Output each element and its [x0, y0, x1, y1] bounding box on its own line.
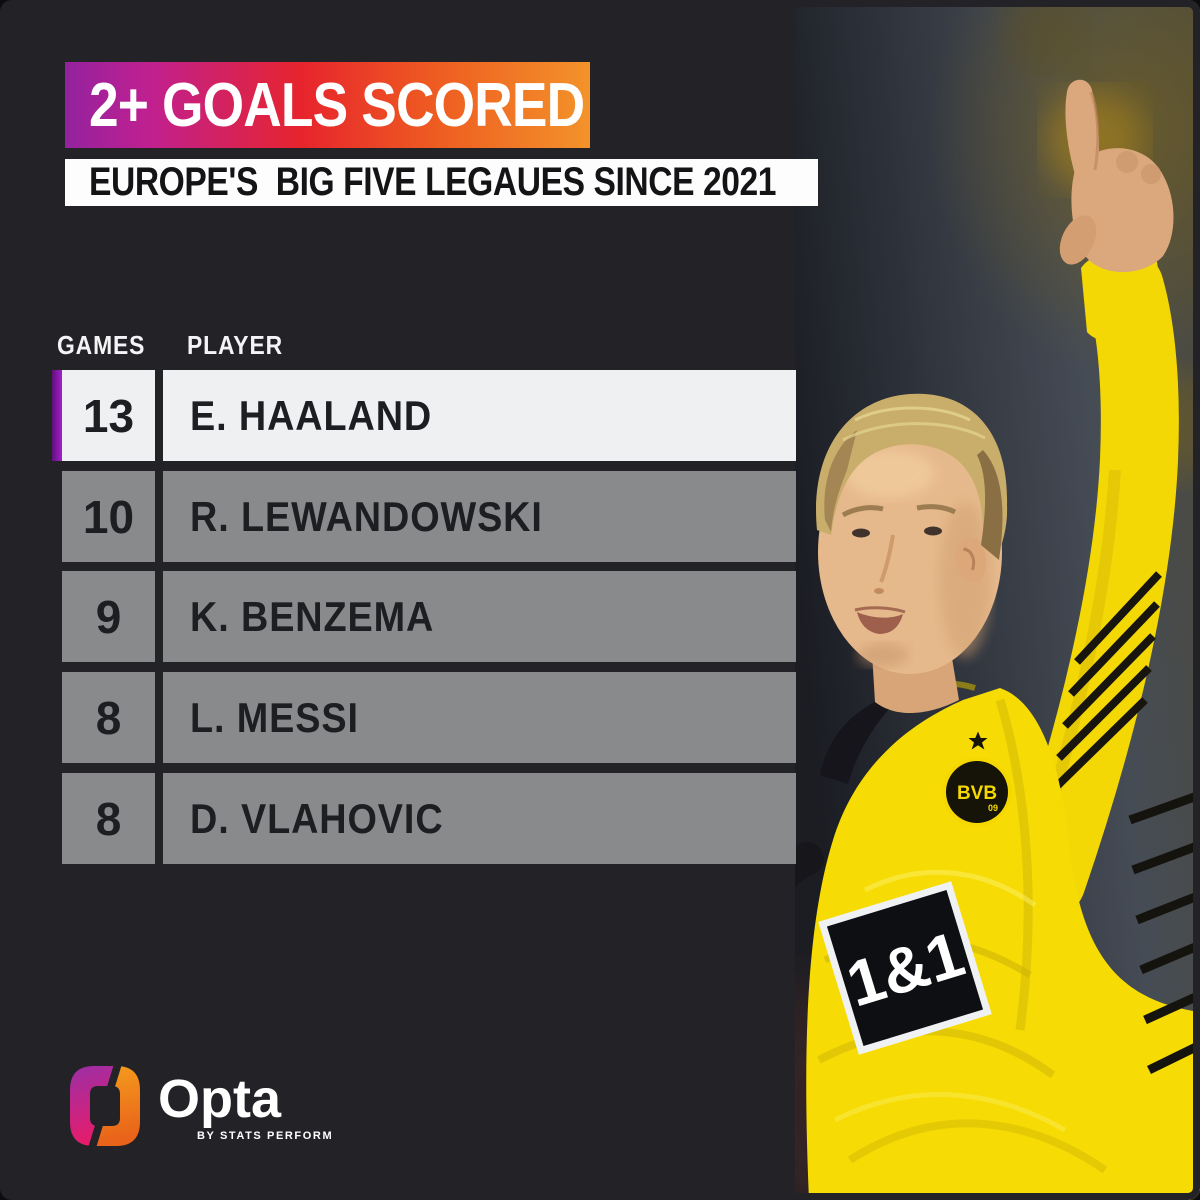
player-head	[816, 393, 1008, 713]
player-cell: L. MESSI	[163, 672, 796, 763]
games-cell: 10	[62, 471, 155, 562]
games-cell: 8	[62, 773, 155, 864]
subtitle-bar: EUROPE'S BIG FIVE LEGAUES SINCE 2021	[65, 159, 818, 206]
title-banner: 2+ GOALS SCORED	[65, 62, 590, 148]
games-value: 10	[82, 490, 135, 543]
player-name: E. HAALAND	[190, 391, 433, 439]
games-cell: 13	[62, 370, 155, 461]
player-cell: K. BENZEMA	[163, 571, 796, 662]
games-value: 8	[95, 691, 122, 744]
hair	[816, 393, 1008, 558]
black-collar	[820, 689, 909, 784]
ear	[955, 537, 987, 583]
games-value: 8	[95, 792, 122, 845]
brand-tagline: BY STATS PERFORM	[197, 1130, 334, 1142]
player-cell: E. HAALAND	[163, 370, 796, 461]
games-cell: 8	[62, 672, 155, 763]
player-name: L. MESSI	[190, 693, 359, 741]
table-row: 13 E. HAALAND	[52, 370, 796, 461]
column-header-player: PLAYER	[187, 330, 283, 360]
badge-text: BVB	[957, 783, 997, 804]
bokeh-light	[1005, 0, 1085, 70]
side-seam-stripes	[1128, 790, 1200, 1075]
subtitle: EUROPE'S BIG FIVE LEGAUES SINCE 2021	[89, 160, 777, 204]
games-cell: 9	[62, 571, 155, 662]
player-cell: R. LEWANDOWSKI	[163, 471, 796, 562]
badge-number: 09	[988, 803, 998, 813]
player-cell: D. VLAHOVIC	[163, 773, 796, 864]
puma-logo-icon	[795, 841, 825, 888]
page-title: 2+ GOALS SCORED	[89, 70, 585, 140]
highlight-stripe	[52, 370, 62, 461]
torso-shirt	[806, 680, 1200, 1200]
player-name: K. BENZEMA	[190, 592, 435, 640]
table-row: 10 R. LEWANDOWSKI	[52, 471, 796, 562]
player-name: R. LEWANDOWSKI	[190, 492, 543, 540]
player-name: D. VLAHOVIC	[190, 794, 444, 842]
games-value: 9	[95, 590, 122, 643]
bvb-badge: BVB 09	[942, 757, 1012, 827]
star-icon	[968, 731, 988, 750]
pointing-hand	[1059, 79, 1174, 344]
games-value: 13	[82, 389, 135, 442]
table-row: 8 D. VLAHOVIC	[52, 773, 796, 864]
sleeve-stripes	[1050, 571, 1162, 793]
column-header-games: GAMES	[57, 330, 146, 360]
player-photo: BVB 09 1&1	[795, 0, 1200, 1200]
opta-o-icon	[70, 1066, 140, 1146]
shirt-sponsor-patch: 1&1	[818, 881, 992, 1055]
brand-name: Opta	[158, 1069, 282, 1129]
table-row: 8 L. MESSI	[52, 672, 796, 763]
table-row: 9 K. BENZEMA	[52, 571, 796, 662]
